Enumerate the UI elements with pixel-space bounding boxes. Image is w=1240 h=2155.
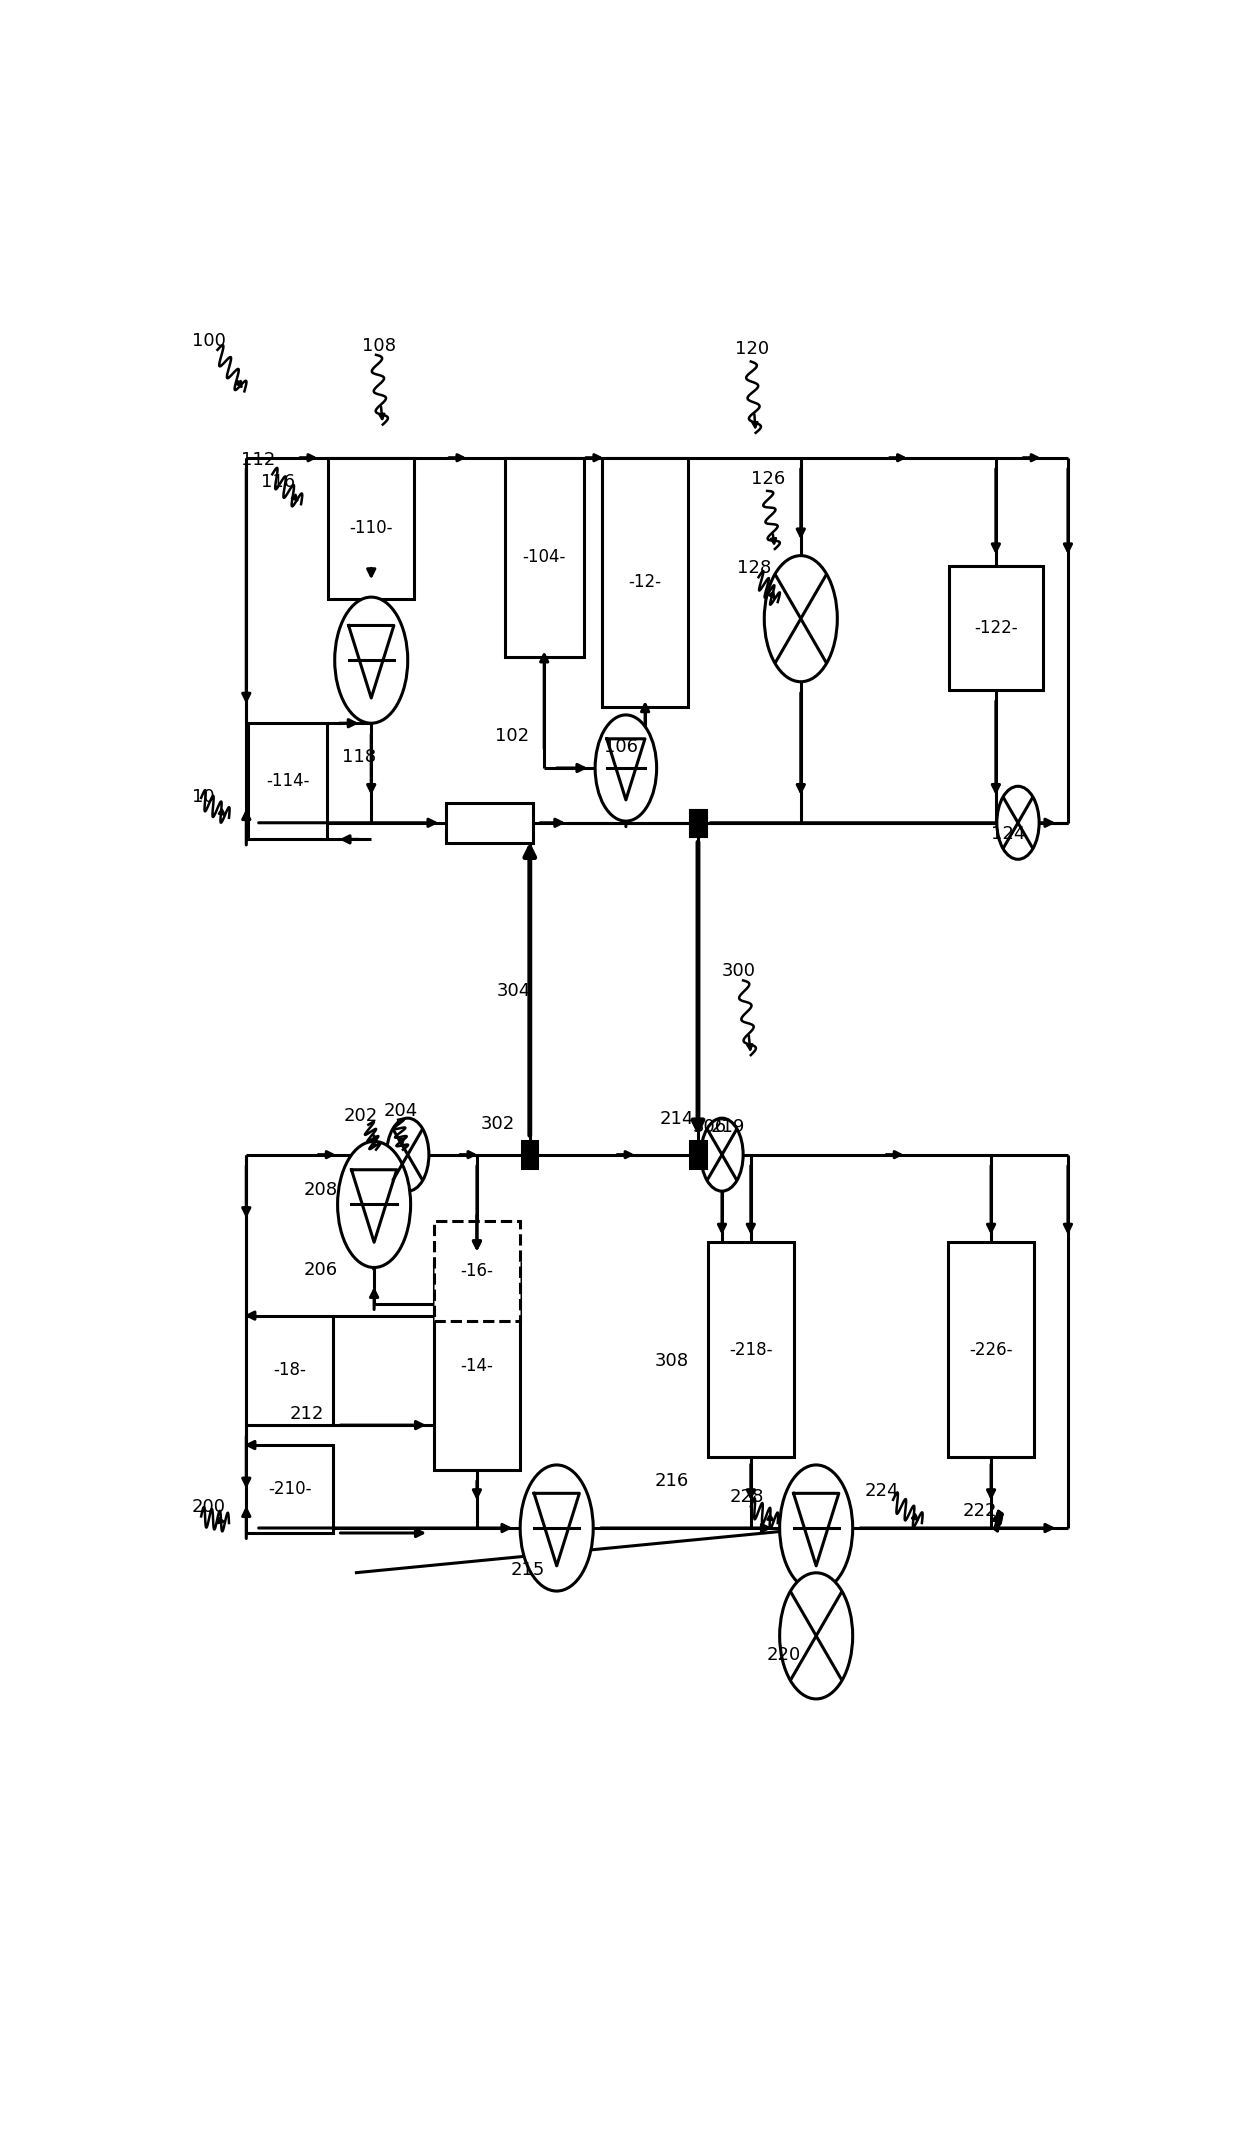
Text: 102: 102 bbox=[495, 726, 529, 746]
Circle shape bbox=[337, 1142, 410, 1267]
Text: 302: 302 bbox=[481, 1114, 515, 1134]
Text: -18-: -18- bbox=[273, 1362, 306, 1379]
Bar bbox=[708, 1241, 794, 1457]
Text: 224: 224 bbox=[864, 1483, 899, 1500]
Text: 204: 204 bbox=[383, 1101, 418, 1121]
Bar bbox=[247, 1446, 332, 1532]
Text: 220: 220 bbox=[766, 1646, 801, 1664]
Text: 216: 216 bbox=[655, 1472, 689, 1489]
Text: 304: 304 bbox=[497, 983, 532, 1000]
Circle shape bbox=[335, 597, 408, 724]
Bar bbox=[522, 1142, 537, 1168]
Bar bbox=[434, 1263, 521, 1470]
Text: 118: 118 bbox=[342, 748, 377, 767]
Circle shape bbox=[780, 1465, 853, 1590]
Text: 128: 128 bbox=[738, 558, 771, 578]
Text: -16-: -16- bbox=[460, 1263, 494, 1280]
Bar bbox=[446, 804, 533, 843]
Text: 106: 106 bbox=[604, 739, 637, 756]
Text: 206: 206 bbox=[304, 1261, 339, 1280]
Bar bbox=[691, 810, 706, 836]
Text: -110-: -110- bbox=[350, 519, 393, 537]
Text: -114-: -114- bbox=[265, 771, 309, 791]
Text: -12-: -12- bbox=[629, 573, 662, 590]
Bar bbox=[248, 724, 327, 838]
Circle shape bbox=[701, 1118, 743, 1192]
Bar bbox=[691, 1142, 706, 1168]
Circle shape bbox=[764, 556, 837, 681]
Bar bbox=[434, 1222, 521, 1321]
Bar bbox=[949, 565, 1043, 690]
Text: 200: 200 bbox=[191, 1498, 226, 1517]
Text: -104-: -104- bbox=[522, 547, 565, 567]
Text: 124: 124 bbox=[991, 825, 1025, 843]
Text: 126: 126 bbox=[751, 470, 785, 487]
Bar bbox=[505, 457, 584, 657]
Text: 212: 212 bbox=[290, 1405, 324, 1424]
Text: 300: 300 bbox=[722, 963, 756, 981]
Circle shape bbox=[595, 715, 657, 821]
Bar bbox=[327, 457, 414, 599]
Bar bbox=[247, 1315, 332, 1424]
Text: 219: 219 bbox=[711, 1118, 745, 1136]
Text: -226-: -226- bbox=[970, 1340, 1013, 1358]
Text: 202: 202 bbox=[343, 1108, 378, 1125]
Text: 100: 100 bbox=[191, 332, 226, 349]
Text: 308: 308 bbox=[655, 1353, 689, 1371]
Text: 112: 112 bbox=[242, 450, 275, 470]
Text: 116: 116 bbox=[260, 472, 295, 491]
Circle shape bbox=[997, 787, 1039, 860]
Circle shape bbox=[387, 1118, 429, 1192]
Text: 306: 306 bbox=[692, 1118, 727, 1136]
Text: -14-: -14- bbox=[460, 1358, 494, 1375]
Text: 10: 10 bbox=[191, 789, 215, 806]
Text: -210-: -210- bbox=[268, 1480, 311, 1498]
Bar bbox=[691, 810, 706, 836]
Text: 215: 215 bbox=[511, 1562, 544, 1580]
Text: -122-: -122- bbox=[975, 618, 1018, 638]
Text: 208: 208 bbox=[304, 1181, 339, 1200]
Text: 214: 214 bbox=[660, 1110, 694, 1127]
Text: -218-: -218- bbox=[729, 1340, 773, 1358]
Bar bbox=[947, 1241, 1034, 1457]
Circle shape bbox=[521, 1465, 593, 1590]
Bar bbox=[601, 457, 688, 707]
Circle shape bbox=[780, 1573, 853, 1698]
Text: 108: 108 bbox=[362, 336, 396, 356]
Text: 120: 120 bbox=[735, 340, 770, 358]
Text: 222: 222 bbox=[962, 1502, 997, 1519]
Text: 228: 228 bbox=[729, 1489, 764, 1506]
